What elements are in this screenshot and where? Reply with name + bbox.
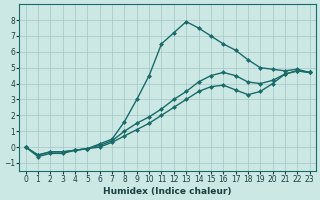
X-axis label: Humidex (Indice chaleur): Humidex (Indice chaleur) bbox=[103, 187, 232, 196]
